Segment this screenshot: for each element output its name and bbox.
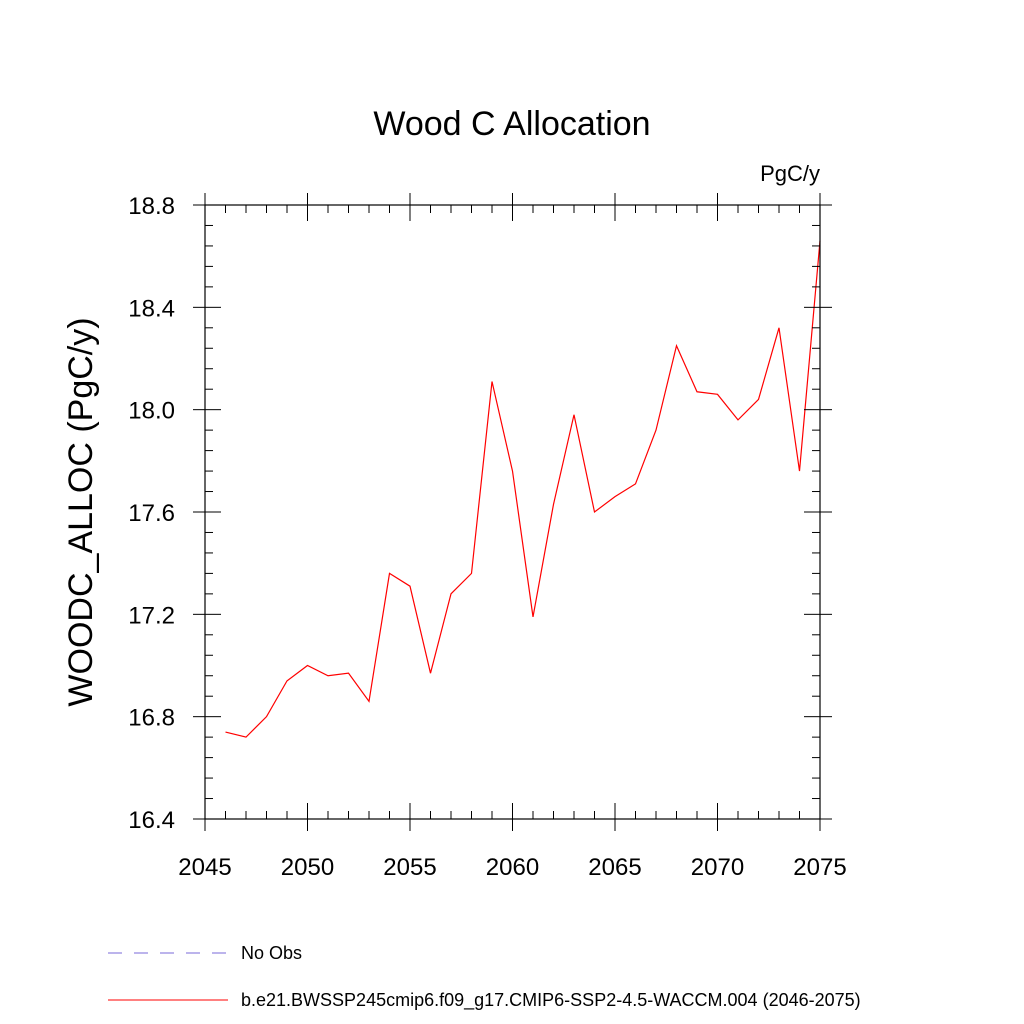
y-tick-label: 16.8 — [128, 705, 175, 732]
y-tick-label: 18.0 — [128, 398, 175, 425]
x-tick-label: 2060 — [486, 854, 539, 881]
plot-frame — [204, 204, 821, 820]
y-axis-label: WOODC_ALLOC (PgC/y) — [62, 317, 100, 706]
legend-label: No Obs — [241, 943, 302, 963]
series-line — [225, 240, 821, 738]
chart-title: Wood C Allocation — [373, 105, 650, 143]
y-tick-label: 18.8 — [128, 193, 175, 220]
x-tick-label: 2070 — [691, 854, 744, 881]
x-tick-label: 2065 — [588, 854, 641, 881]
x-tick-label: 2075 — [793, 854, 846, 881]
y-tick-label: 18.4 — [128, 295, 175, 322]
x-tick-label: 2050 — [281, 854, 334, 881]
units-label: PgC/y — [760, 161, 820, 186]
legend: No Obs b.e21.BWSSP245cmip6.f09_g17.CMIP6-… — [108, 943, 861, 1011]
axes: 2045 2050 2055 2060 2065 2070 2075 16.4 16.8 17.2… — [128, 193, 847, 881]
plot-area — [225, 240, 821, 738]
x-tick-label: 2055 — [383, 854, 436, 881]
y-tick-label: 17.2 — [128, 602, 175, 629]
x-tick-label: 2045 — [178, 854, 231, 881]
y-tick-label: 17.6 — [128, 500, 175, 527]
y-tick-label: 16.4 — [128, 807, 175, 834]
legend-label: b.e21.BWSSP245cmip6.f09_g17.CMIP6-SSP2-4… — [241, 990, 861, 1011]
